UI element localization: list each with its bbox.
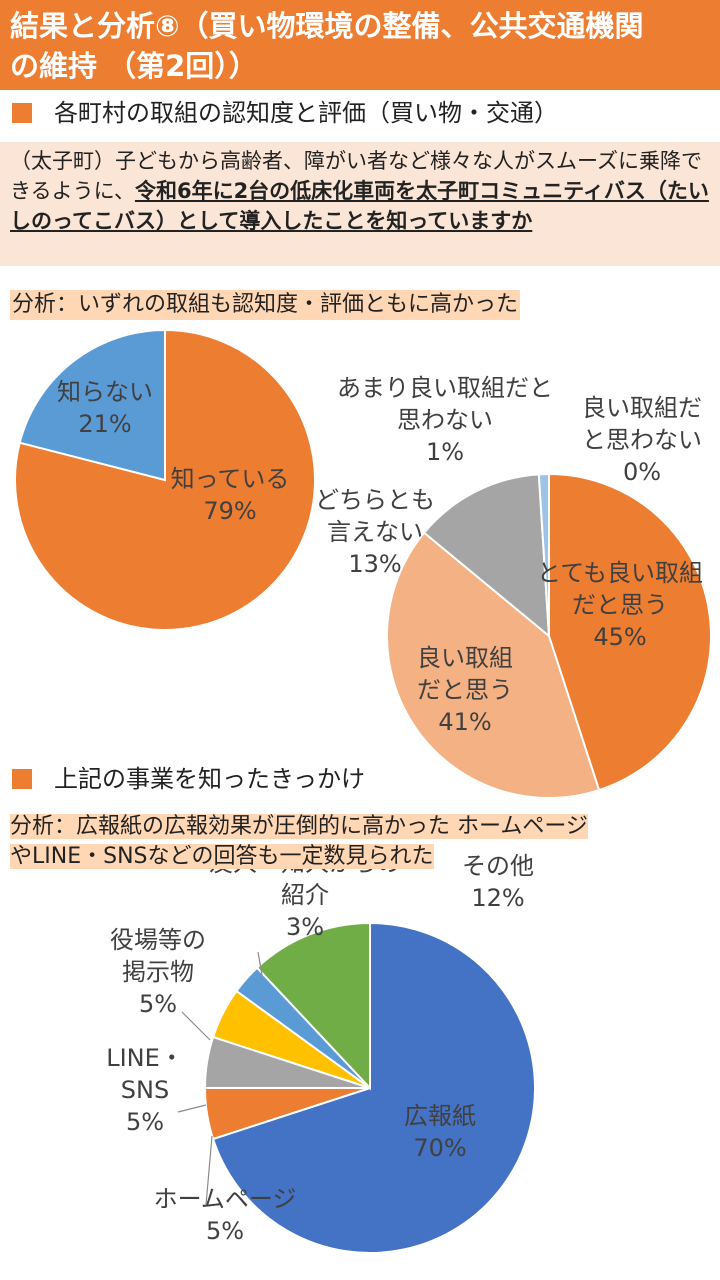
pie2-slice-1 (386, 531, 601, 799)
section1-heading: 各町村の取組の認知度と評価（買い物・交通） (12, 96, 558, 130)
question-prefix: （太子町）子どもから高齢者、障がい者など様々な人がスムーズに乗降できるように、 (10, 149, 702, 203)
pie3-label-5: その他 12% (462, 852, 534, 912)
pie2-label-4: 良い取組だと思わない 0% (582, 394, 702, 486)
pie1-slice-1 (18, 328, 166, 482)
leader-line-0 (205, 1135, 213, 1206)
bullet-square-icon (12, 769, 32, 789)
question-emphasis: 令和6年に2台の低床化車両を太子町コミュニティバス（たいしのってこバス）として導… (10, 179, 709, 233)
pie1-label-0: 知っている 79% (171, 465, 290, 525)
header-title-line2: の維持 （第2回）） (10, 49, 258, 83)
analysis2-line2: やLINE・SNSなどの回答も一定数見られた (10, 844, 434, 869)
leader-line-3 (257, 951, 263, 976)
pie3-label-1: ホームページ 5% (154, 1185, 297, 1245)
pie2-slice-0 (548, 472, 712, 792)
leader-line-1 (177, 1104, 207, 1113)
section1-heading-text: 各町村の取組の認知度と評価（買い物・交通） (54, 99, 558, 127)
page-header: 結果と分析⑧（買い物環境の整備、公共交通機関 の維持 （第2回）） (0, 0, 720, 90)
pie3-label-0: 広報紙 70% (404, 1102, 476, 1162)
analysis2-line1: 分析：広報紙の広報効果が圧倒的に高かった ホームページ (10, 814, 588, 839)
pie2-slice-2 (422, 473, 551, 639)
section2-heading-text: 上記の事業を知ったきっかけ (54, 765, 366, 793)
pie2-label-2: どちらとも言えない 13% (315, 486, 435, 578)
pie3-slice-0 (211, 921, 536, 1254)
analysis2: 分析：広報紙の広報効果が圧倒的に高かった ホームページ やLINE・SNSなどの… (10, 812, 588, 872)
pie3-label-2: LINE・ SNS 5% (106, 1044, 184, 1136)
analysis1: 分析：いずれの取組も認知度・評価ともに高かった (10, 290, 521, 320)
leader-line-2 (181, 1011, 211, 1041)
question-box: （太子町）子どもから高齢者、障がい者など様々な人がスムーズに乗降できるように、令… (0, 142, 720, 266)
pie2-slice-3 (537, 472, 550, 637)
header-title-line1: 結果と分析⑧（買い物環境の整備、公共交通機関 (10, 9, 644, 43)
pie3-label-3: 役場等の掲示物 5% (110, 926, 206, 1018)
section2-heading: 上記の事業を知ったきっかけ (12, 762, 365, 796)
pie2-label-0: とても良い取組だと思う 45% (537, 559, 703, 651)
pie2-label-1: 良い取組だと思う 41% (417, 644, 513, 736)
bullet-square-icon (12, 103, 32, 123)
pie1-label-1: 知らない 21% (57, 378, 153, 438)
pie3-slice-5 (255, 921, 371, 1091)
pie2-label-3: あまり良い取組だと思わない 1% (337, 374, 553, 466)
